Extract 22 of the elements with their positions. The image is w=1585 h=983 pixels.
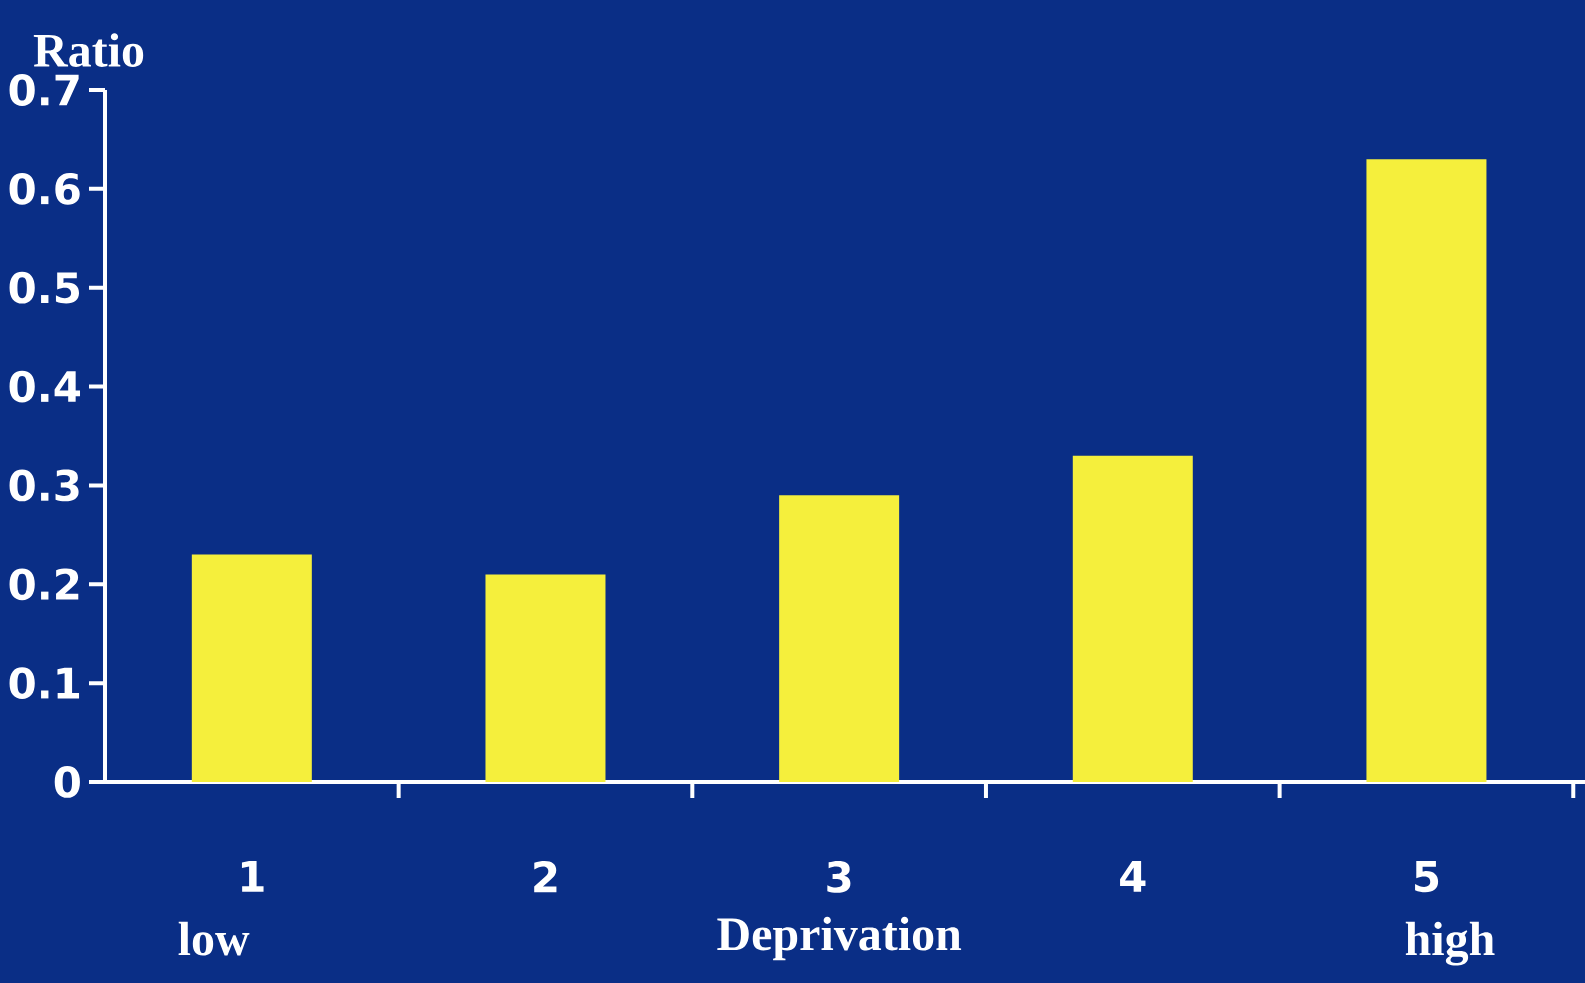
y-tick-label: 0.3 bbox=[9, 469, 79, 502]
y-tick-label: 0.2 bbox=[9, 568, 79, 601]
y-tick-label: 0.6 bbox=[9, 172, 80, 205]
bar bbox=[1366, 159, 1487, 782]
y-tick-label: 0 bbox=[54, 766, 80, 798]
bar bbox=[485, 574, 606, 782]
x-axis-title: Deprivation bbox=[717, 916, 962, 961]
x-tick-label: 4 bbox=[1120, 861, 1146, 892]
bar bbox=[1072, 455, 1193, 782]
x-tick-label: 5 bbox=[1415, 861, 1439, 893]
text: high bbox=[1405, 921, 1495, 966]
x-tick-label: 3 bbox=[827, 861, 851, 893]
y-axis-title: Ratio bbox=[33, 33, 144, 67]
y-tick-label: 0.5 bbox=[9, 271, 80, 304]
bar bbox=[779, 495, 900, 782]
y-tick-label: 0.1 bbox=[9, 667, 80, 700]
bar bbox=[191, 554, 312, 782]
y-tick-label: 0.4 bbox=[9, 370, 81, 403]
x-tick-label: 1 bbox=[241, 861, 264, 892]
y-tick-label: 0.7 bbox=[9, 74, 79, 106]
text: low bbox=[178, 921, 250, 956]
x-tick-label: 2 bbox=[534, 861, 557, 893]
